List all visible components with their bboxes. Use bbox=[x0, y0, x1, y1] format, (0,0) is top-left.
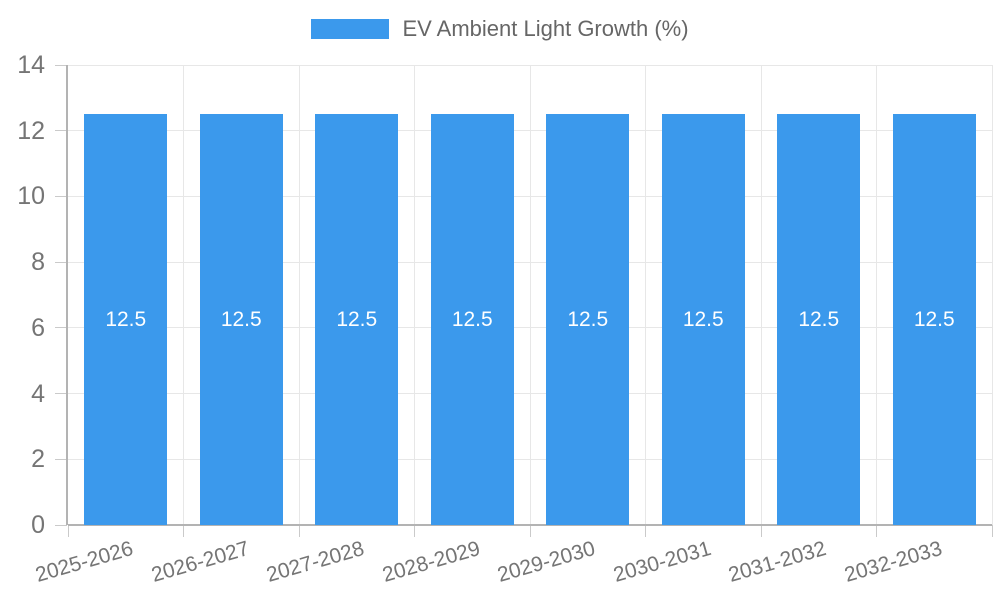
x-axis-tick bbox=[876, 525, 877, 537]
y-axis-tick bbox=[55, 524, 67, 526]
x-axis-line bbox=[68, 524, 992, 526]
bar-2029-2030: 12.5 bbox=[546, 114, 630, 525]
bar-value-label: 12.5 bbox=[336, 307, 378, 331]
y-axis-line bbox=[66, 65, 68, 525]
x-gridline bbox=[760, 65, 762, 525]
x-gridline bbox=[529, 65, 531, 525]
y-axis-tick bbox=[55, 64, 67, 66]
y-axis-tick-label: 10 bbox=[17, 182, 45, 211]
x-gridline bbox=[991, 65, 993, 525]
x-axis-category-label: 2026-2027 bbox=[148, 537, 252, 587]
y-axis-tick-label: 2 bbox=[31, 445, 45, 474]
x-axis-tick bbox=[298, 525, 300, 537]
plot-area: 0 2 4 6 8 10 12 14 12.5 2025-2026 12.5 2026-2027 12.… bbox=[17, 52, 993, 587]
x-axis-category-label: 2031-2032 bbox=[726, 537, 830, 587]
bar-2027-2028: 12.5 bbox=[315, 114, 399, 525]
bar-2025-2026: 12.5 bbox=[84, 114, 168, 525]
x-gridline bbox=[183, 65, 184, 525]
x-gridline bbox=[876, 65, 877, 525]
bar-value-label: 12.5 bbox=[798, 307, 840, 331]
y-axis-tick bbox=[55, 195, 67, 197]
bar-2028-2029: 12.5 bbox=[430, 114, 514, 525]
x-axis-tick bbox=[991, 525, 993, 537]
x-axis-tick bbox=[760, 525, 762, 537]
x-axis-category-label: 2032-2033 bbox=[841, 537, 945, 587]
x-axis-tick bbox=[645, 525, 646, 537]
bar-value-label: 12.5 bbox=[567, 307, 609, 331]
bar-2030-2031: 12.5 bbox=[661, 114, 745, 525]
y-axis-tick-label: 12 bbox=[17, 116, 45, 145]
x-axis-tick bbox=[67, 525, 69, 537]
bar-value-label: 12.5 bbox=[682, 307, 724, 331]
x-axis-category-label: 2030-2031 bbox=[610, 537, 714, 587]
legend-label: EV Ambient Light Growth (%) bbox=[402, 16, 689, 41]
x-gridline bbox=[645, 65, 646, 525]
legend[interactable]: EV Ambient Light Growth (%) bbox=[0, 17, 1000, 41]
y-axis-tick bbox=[55, 393, 67, 395]
x-gridline bbox=[298, 65, 300, 525]
legend-swatch-icon bbox=[311, 19, 390, 39]
x-axis-tick bbox=[183, 525, 184, 537]
y-axis-tick-label: 8 bbox=[31, 248, 45, 277]
bar-value-label: 12.5 bbox=[913, 307, 955, 331]
y-axis-tick-label: 14 bbox=[17, 51, 45, 79]
x-axis-category-label: 2028-2029 bbox=[379, 537, 483, 587]
y-axis-tick bbox=[55, 261, 67, 263]
bar-value-label: 12.5 bbox=[451, 307, 493, 331]
bar-value-label: 12.5 bbox=[105, 307, 147, 331]
bar-2032-2033: 12.5 bbox=[892, 114, 976, 525]
y-axis-tick-label: 4 bbox=[31, 379, 45, 408]
y-axis-tick bbox=[55, 327, 67, 329]
y-axis-tick-label: 6 bbox=[31, 313, 45, 342]
y-axis-tick bbox=[55, 130, 67, 132]
bar-2026-2027: 12.5 bbox=[199, 114, 283, 525]
bar-2031-2032: 12.5 bbox=[777, 114, 861, 525]
x-axis-category-label: 2027-2028 bbox=[264, 537, 368, 587]
x-gridline bbox=[414, 65, 415, 525]
y-axis-tick bbox=[55, 458, 67, 460]
x-axis-tick bbox=[529, 525, 531, 537]
x-axis-category-label: 2025-2026 bbox=[33, 537, 137, 587]
x-axis-tick bbox=[414, 525, 415, 537]
x-axis-category-label: 2029-2030 bbox=[495, 537, 599, 587]
bar-value-label: 12.5 bbox=[220, 307, 262, 331]
y-axis-tick-label: 0 bbox=[31, 511, 45, 539]
